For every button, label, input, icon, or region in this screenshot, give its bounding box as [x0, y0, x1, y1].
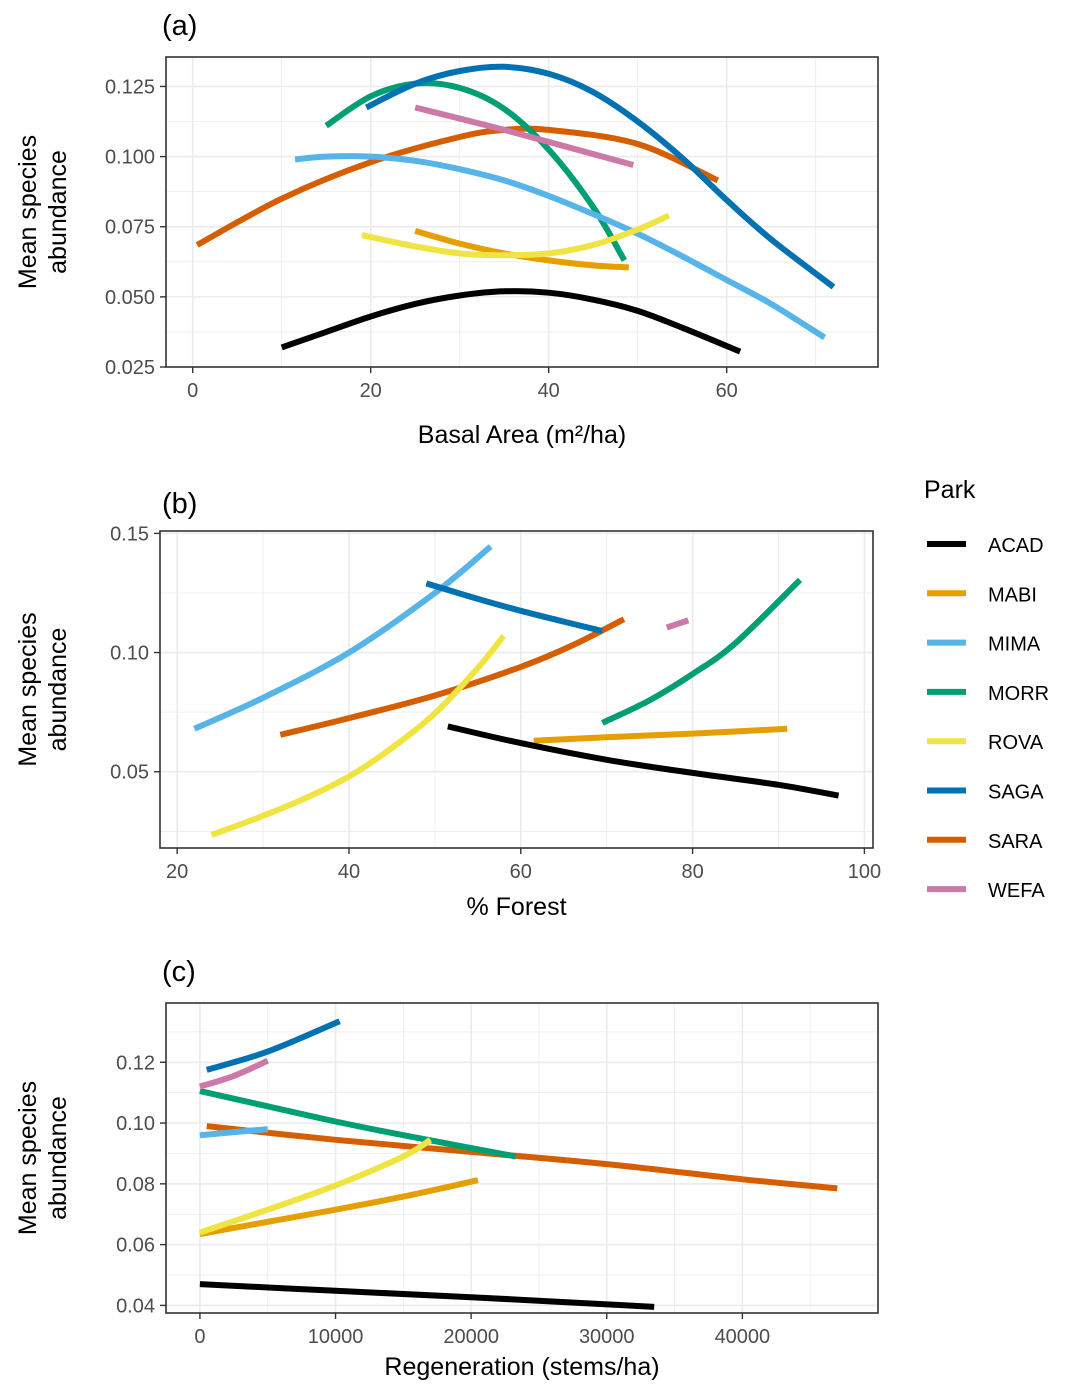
legend-item-morr: MORR [927, 683, 1049, 705]
panel-label: (c) [162, 956, 196, 988]
x-tick-label: 40 [338, 861, 360, 883]
series-line-rova [210, 634, 506, 838]
x-tick-label: 60 [716, 380, 738, 402]
y-axis-title: Mean speciesabundance [14, 1081, 72, 1235]
y-tick-label: 0.10 [110, 643, 149, 665]
series-line-acad [447, 723, 840, 799]
x-tick-label: 60 [510, 861, 532, 883]
x-tick-label: 10000 [308, 1326, 364, 1348]
legend-label: ROVA [988, 732, 1044, 754]
gridlines [166, 57, 878, 367]
panel-label: (a) [162, 10, 197, 42]
legend-item-acad: ACAD [927, 535, 1044, 557]
legend-item-mima: MIMA [927, 634, 1041, 656]
y-tick-label: 0.10 [116, 1113, 155, 1135]
legend: Park ACAD MABI MIMA MORR ROVA SAGA SARA WEFA [924, 476, 1049, 902]
series-line-mabi [533, 725, 788, 744]
x-tick-label: 0 [194, 1326, 205, 1348]
series-line-saga [364, 63, 836, 290]
plot-area [160, 531, 873, 848]
y-tick-label: 0.08 [116, 1174, 155, 1196]
x-tick-label: 0 [187, 380, 198, 402]
legend-label: SAGA [988, 782, 1044, 804]
y-tick-label: 0.12 [116, 1052, 155, 1074]
legend-item-wefa: WEFA [927, 880, 1045, 902]
legend-item-saga: SAGA [927, 782, 1044, 804]
series-line-acad [280, 288, 742, 355]
legend-item-sara: SARA [927, 831, 1043, 853]
series-line-acad [199, 1281, 655, 1310]
x-axis-title: % Forest [466, 893, 566, 921]
series-lines [193, 544, 840, 838]
x-tick-label: 20 [166, 861, 188, 883]
y-tick-label: 0.15 [110, 523, 149, 545]
y-tick-label: 0.025 [105, 357, 155, 379]
axes: 0 10000 20000 30000 40000 0.04 0.06 0.08 0.10 0.1… [116, 1052, 770, 1348]
legend-label: MORR [988, 683, 1049, 705]
legend-item-rova: ROVA [927, 732, 1044, 754]
y-tick-label: 0.05 [110, 762, 149, 784]
legend-label: SARA [988, 831, 1043, 853]
legend-label: MIMA [988, 634, 1041, 656]
series-line-sara [279, 616, 626, 738]
panel-border [159, 530, 874, 849]
series-line-wefa [414, 104, 635, 168]
panel-3: 0 10000 20000 30000 40000 0.04 0.06 0.08 0.10 0.1… [14, 956, 879, 1381]
series-line-mima [193, 544, 493, 732]
panel-border [165, 56, 879, 368]
panel-2: 20 40 60 80 100 0.05 0.10 0.15 % Forest Mean spec… [14, 488, 881, 921]
series-line-rova [361, 212, 671, 259]
y-axis-title: Mean speciesabundance [14, 612, 72, 766]
series-line-mima [199, 1126, 268, 1139]
x-tick-label: 20000 [443, 1326, 499, 1348]
x-axis-title: Regeneration (stems/ha) [384, 1353, 659, 1381]
x-tick-label: 80 [681, 861, 703, 883]
x-tick-label: 100 [848, 861, 881, 883]
series-line-sara [195, 125, 720, 248]
plot-area [166, 57, 878, 367]
y-tick-label: 0.06 [116, 1235, 155, 1257]
x-axis-title: Basal Area (m²/ha) [418, 421, 626, 449]
series-line-morr [199, 1088, 517, 1160]
axes: 20 40 60 80 100 0.05 0.10 0.15 [110, 523, 881, 883]
x-tick-label: 20 [360, 380, 382, 402]
series-line-wefa [665, 617, 690, 631]
y-tick-label: 0.050 [105, 287, 155, 309]
x-tick-label: 40 [538, 380, 560, 402]
series-line-morr [324, 80, 627, 262]
series-lines [198, 1018, 838, 1310]
y-tick-label: 0.04 [116, 1295, 155, 1317]
panel-label: (b) [162, 488, 197, 520]
gridlines [160, 531, 873, 848]
x-tick-label: 30000 [579, 1326, 635, 1348]
series-line-sara [206, 1123, 838, 1192]
legend-label: MABI [988, 584, 1037, 606]
legend-label: ACAD [988, 535, 1044, 557]
legend-item-mabi: MABI [927, 584, 1037, 606]
series-line-saga [205, 1018, 341, 1073]
x-tick-label: 40000 [715, 1326, 771, 1348]
legend-label: WEFA [988, 880, 1045, 902]
series-line-mabi [199, 1177, 479, 1237]
legend-title: Park [924, 476, 976, 504]
y-tick-label: 0.125 [105, 76, 155, 98]
y-axis-title: Mean speciesabundance [14, 135, 72, 289]
series-line-morr [601, 577, 803, 726]
series-line-rova [198, 1137, 433, 1236]
y-tick-label: 0.075 [105, 217, 155, 239]
y-tick-label: 0.100 [105, 147, 155, 169]
axes: 0 20 40 60 0.025 0.050 0.075 0.100 0.125 [105, 76, 738, 402]
series-lines [195, 63, 836, 355]
panel-border [165, 1002, 879, 1314]
series-line-saga [425, 580, 604, 635]
series-line-wefa [198, 1057, 269, 1090]
series-line-mima [294, 153, 827, 341]
panel-1: 0 20 40 60 0.025 0.050 0.075 0.100 0.125 Basal Ar… [14, 10, 879, 449]
